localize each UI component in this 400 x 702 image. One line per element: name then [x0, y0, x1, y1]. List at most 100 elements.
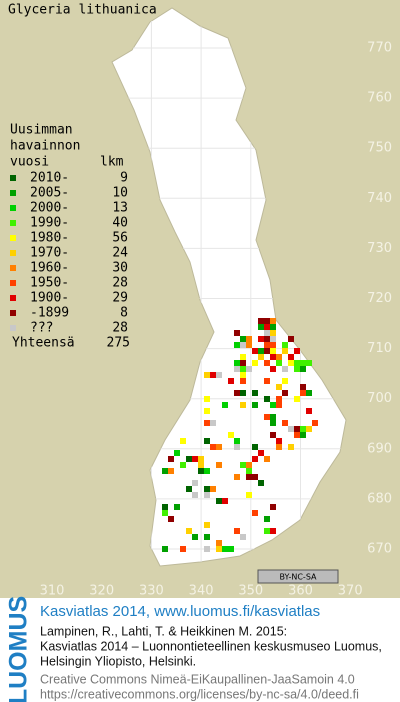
legend-label: 1970- — [30, 246, 69, 261]
occurrence-square — [222, 498, 228, 504]
occurrence-square — [228, 432, 234, 438]
occurrence-square — [276, 402, 282, 408]
occurrence-square — [246, 336, 252, 342]
occurrence-square — [210, 444, 216, 450]
legend-swatch — [10, 325, 16, 331]
footer — [0, 598, 400, 702]
occurrence-square — [264, 324, 270, 330]
citation: Lampinen, R., Lahti, T. & Heikkinen M. 2… — [40, 624, 287, 638]
occurrence-square — [234, 342, 240, 348]
occurrence-square — [162, 468, 168, 474]
x-tick-label: 310 — [40, 584, 65, 599]
legend-heading: Uusimman — [10, 123, 73, 138]
occurrence-square — [234, 528, 240, 534]
occurrence-square — [234, 474, 240, 480]
occurrence-square — [168, 516, 174, 522]
occurrence-square — [210, 372, 216, 378]
legend-count: 29 — [112, 291, 128, 306]
legend-total-label: Yhteensä — [12, 336, 75, 351]
occurrence-square — [162, 504, 168, 510]
occurrence-square — [246, 492, 252, 498]
occurrence-square — [204, 534, 210, 540]
occurrence-square — [288, 444, 294, 450]
occurrence-square — [258, 348, 264, 354]
axes: 770 760 750 740 730 720 710 700 690 680 670 310 320 3… — [40, 41, 392, 599]
occurrence-square — [198, 468, 204, 474]
legend-count: 56 — [112, 231, 128, 246]
legend-label: -1899 — [30, 306, 69, 321]
legend-count: 24 — [112, 246, 128, 261]
x-tick-label: 320 — [89, 584, 114, 599]
occurrence-square — [294, 432, 300, 438]
y-tick-label: 760 — [367, 91, 392, 106]
legend-count: 10 — [112, 186, 128, 201]
occurrence-square — [246, 468, 252, 474]
occurrence-square — [258, 318, 264, 324]
occurrence-square — [270, 528, 276, 534]
occurrence-square — [198, 456, 204, 462]
occurrence-square — [270, 336, 276, 342]
legend-count: 28 — [112, 321, 128, 336]
occurrence-square — [300, 360, 306, 366]
occurrence-square — [246, 474, 252, 480]
occurrence-square — [282, 366, 288, 372]
legend-swatch — [10, 295, 16, 301]
license-badge-text: BY-NC-SA — [279, 573, 317, 582]
occurrence-square — [252, 360, 258, 366]
occurrence-square — [240, 390, 246, 396]
occurrence-square — [252, 444, 258, 450]
occurrence-square — [276, 444, 282, 450]
occurrence-square — [204, 486, 210, 492]
occurrence-square — [252, 456, 258, 462]
finland-outline — [111, 7, 347, 567]
footer-headline[interactable]: Kasviatlas 2014, www.luomus.fi/kasviatla… — [40, 603, 320, 620]
occurrence-square — [276, 396, 282, 402]
occurrence-square — [252, 510, 258, 516]
species-title: Glyceria lithuanica — [8, 3, 157, 18]
occurrence-square — [294, 360, 300, 366]
occurrence-square — [258, 354, 264, 360]
occurrence-square — [204, 396, 210, 402]
legend-count: 8 — [120, 306, 128, 321]
occurrence-square — [228, 546, 234, 552]
occurrence-square — [306, 426, 312, 432]
legend-count-heading: lkm — [100, 155, 124, 170]
citation: Kasviatlas 2014 – Luonnontieteellinen ke… — [40, 639, 382, 653]
occurrence-square — [276, 384, 282, 390]
occurrence-square — [240, 366, 246, 372]
occurrence-square — [240, 360, 246, 366]
occurrence-square — [234, 366, 240, 372]
license-badge[interactable] — [257, 569, 339, 584]
y-tick-label: 700 — [367, 391, 392, 406]
y-tick-label: 750 — [367, 141, 392, 156]
y-tick-label: 680 — [367, 491, 392, 506]
occurrence-square — [174, 504, 180, 510]
occurrence-square — [216, 540, 222, 546]
occurrence-square — [270, 366, 276, 372]
legend-swatch — [10, 250, 16, 256]
occurrence-square — [240, 372, 246, 378]
occurrence-square — [306, 390, 312, 396]
legend-count: 13 — [112, 201, 128, 216]
legend-swatch — [10, 265, 16, 271]
logo: LUOMUS — [5, 596, 33, 702]
x-tick-label: 350 — [238, 584, 263, 599]
license-text: Creative Commons Nimeä-EiKaupallinen-Jaa… — [40, 672, 355, 686]
y-tick-label: 730 — [367, 241, 392, 256]
occurrence-square — [192, 534, 198, 540]
occurrence-square — [270, 402, 276, 408]
occurrence-square — [204, 522, 210, 528]
occurrence-square — [276, 438, 282, 444]
occurrence-square — [258, 480, 264, 486]
y-tick-label: 710 — [367, 341, 392, 356]
occurrence-square — [264, 456, 270, 462]
y-tick-label: 720 — [367, 291, 392, 306]
occurrence-square — [300, 384, 306, 390]
occurrence-square — [264, 318, 270, 324]
license-url[interactable]: https://creativecommons.org/licenses/by-… — [40, 687, 359, 701]
occurrence-square — [270, 504, 276, 510]
occurrence-square — [210, 486, 216, 492]
occurrence-square — [246, 342, 252, 348]
legend-label: 1960- — [30, 261, 69, 276]
occurrence-square — [216, 498, 222, 504]
